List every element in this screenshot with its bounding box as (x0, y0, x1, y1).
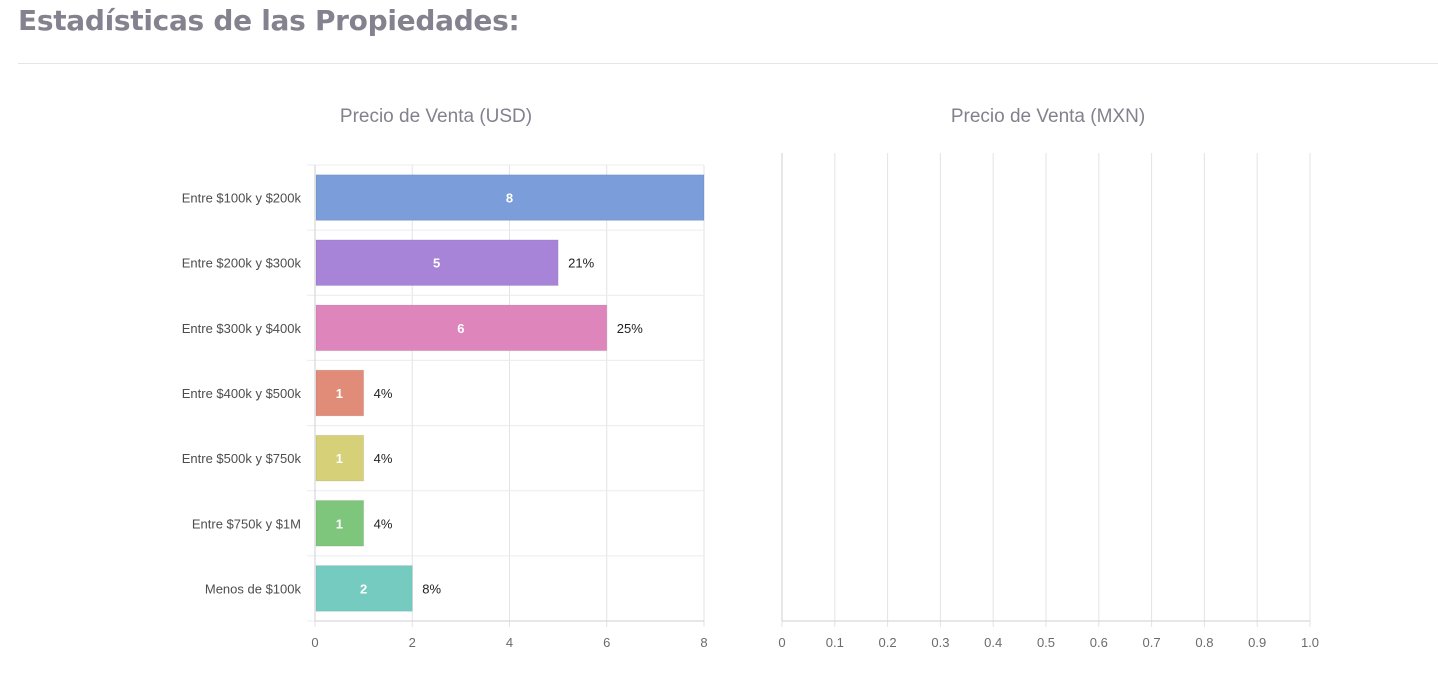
usd-category-label: Menos de $100k (205, 581, 302, 596)
usd-x-tick-label: 2 (409, 635, 416, 650)
usd-bar-percent-label: 25% (617, 321, 643, 336)
header-divider (18, 63, 1438, 64)
usd-bar-value-label: 5 (433, 256, 440, 271)
usd-category-label: Entre $100k y $200k (182, 191, 302, 206)
usd-bar-value-label: 2 (360, 581, 367, 596)
mxn-chart-title: Precio de Venta (MXN) (950, 106, 1146, 127)
usd-x-tick-label: 0 (311, 635, 318, 650)
usd-bar (315, 565, 413, 612)
usd-category-label: Entre $500k y $750k (182, 451, 302, 466)
usd-bar (315, 174, 705, 221)
usd-bar-value-label: 8 (506, 191, 513, 206)
usd-category-label: Entre $400k y $500k (182, 386, 302, 401)
usd-bar (315, 434, 365, 482)
usd-bar-percent-label: 4% (374, 386, 393, 401)
usd-bar (315, 369, 365, 417)
usd-bar-percent-label: 4% (374, 451, 393, 466)
mxn-x-tick-label: 0.2 (879, 635, 897, 650)
mxn-x-tick-label: 1.0 (1301, 635, 1319, 650)
usd-category-label: Entre $750k y $1M (192, 516, 301, 531)
usd-bar-value-label: 6 (457, 321, 464, 336)
usd-bar-percent-label: 4% (374, 516, 393, 531)
usd-bar-value-label: 1 (336, 516, 343, 531)
usd-category-label: Entre $300k y $400k (182, 321, 302, 336)
usd-category-label: Entre $200k y $300k (182, 256, 302, 271)
usd-bar-percent-label: 21% (568, 256, 594, 271)
usd-bar (315, 304, 608, 352)
mxn-x-tick-label: 0.1 (826, 635, 844, 650)
mxn-x-tick-label: 0.3 (931, 635, 949, 650)
mxn-x-tick-label: 0.6 (1090, 635, 1108, 650)
page-title: Estadísticas de las Propiedades: (18, 4, 520, 37)
usd-bar-value-label: 1 (336, 386, 343, 401)
usd-bar-value-label: 1 (336, 451, 343, 466)
mxn-x-tick-label: 0.4 (984, 635, 1002, 650)
mxn-x-tick-label: 0.9 (1248, 635, 1266, 650)
mxn-x-tick-label: 0.5 (1037, 635, 1055, 650)
usd-x-tick-label: 4 (506, 635, 513, 650)
usd-bar (315, 239, 559, 287)
usd-bar (315, 499, 365, 547)
usd-x-tick-label: 8 (700, 635, 707, 650)
usd-chart-title: Precio de Venta (USD) (339, 106, 533, 127)
mxn-x-tick-label: 0.7 (1143, 635, 1161, 650)
mxn-x-tick-label: 0 (778, 635, 785, 650)
usd-x-tick-label: 6 (603, 635, 610, 650)
usd-bar-percent-label: 8% (422, 581, 441, 596)
mxn-x-tick-label: 0.8 (1195, 635, 1213, 650)
